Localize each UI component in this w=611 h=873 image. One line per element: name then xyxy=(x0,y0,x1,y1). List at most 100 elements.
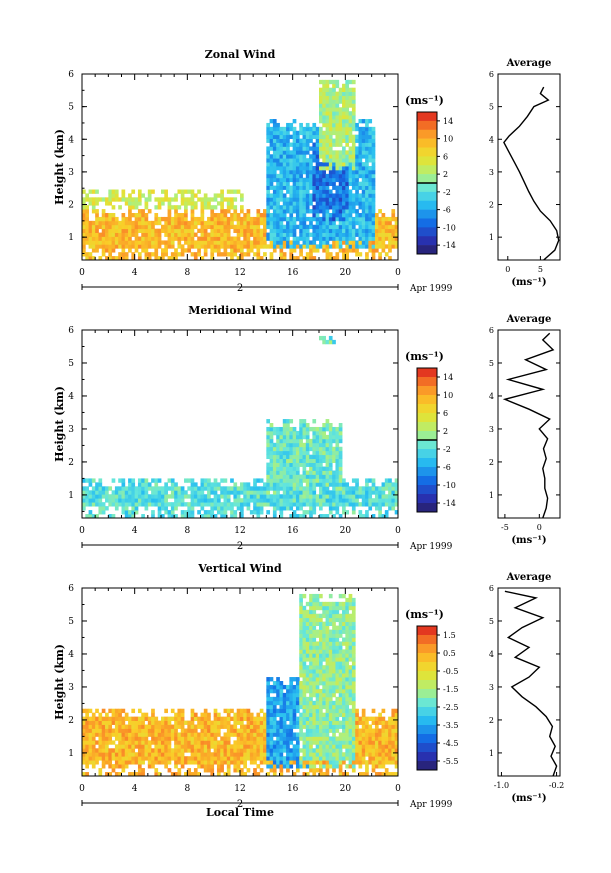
x-tick-label: 4 xyxy=(132,784,138,794)
colorbar-segment xyxy=(417,680,437,690)
panel-title: Meridional Wind xyxy=(188,304,292,317)
x-tick-label: 4 xyxy=(132,526,138,536)
colorbar-segment xyxy=(417,245,437,255)
profile-xlabel: (ms⁻¹) xyxy=(511,535,546,546)
profile-title: Average xyxy=(506,58,552,69)
profile-frame xyxy=(497,329,561,519)
colorbar-label: -6 xyxy=(443,206,451,215)
heatmap xyxy=(82,335,399,519)
colorbar-units: (ms⁻¹) xyxy=(405,608,444,621)
profile-y-label: 4 xyxy=(489,135,494,144)
colorbar-segment xyxy=(417,431,437,441)
colorbar-label: 10 xyxy=(443,391,453,400)
y-tick-label: 6 xyxy=(68,584,74,594)
profile-x-label: 5 xyxy=(538,265,543,274)
profile-x-label: 0 xyxy=(537,523,542,532)
average-profile: Average 1 2 3 4 5 6 -5 0 (ms⁻¹) xyxy=(489,314,561,546)
profile-y-label: 3 xyxy=(489,425,494,434)
colorbar-segment xyxy=(417,156,437,166)
colorbar-segment xyxy=(417,422,437,432)
y-tick-label: 5 xyxy=(68,359,74,369)
colorbar-segment xyxy=(417,734,437,744)
colorbar-segment xyxy=(417,413,437,423)
x-tick-label: 12 xyxy=(234,784,245,794)
colorbar-segment xyxy=(417,138,437,148)
profile-line xyxy=(502,332,555,519)
colorbar-label: 10 xyxy=(443,135,453,144)
x-tick-label: 4 xyxy=(132,268,138,278)
y-tick-label: 5 xyxy=(68,103,74,113)
day-label: 2 xyxy=(237,541,243,552)
colorbar-segment xyxy=(417,467,437,477)
profile-y-label: 2 xyxy=(489,458,494,467)
x-tick-label: 8 xyxy=(184,784,190,794)
colorbar-label: -14 xyxy=(443,499,456,508)
day-label: 2 xyxy=(237,283,243,294)
x-tick-label: 0 xyxy=(79,268,85,278)
date-label: Apr 1999 xyxy=(409,284,453,294)
colorbar-segment xyxy=(417,174,437,184)
profile-y-label: 6 xyxy=(489,326,494,335)
colorbar-label: 0.5 xyxy=(443,649,456,658)
colorbar-segment xyxy=(417,635,437,645)
colorbar-units: (ms⁻¹) xyxy=(405,94,444,107)
colorbar-label: -3.5 xyxy=(443,721,458,730)
y-tick-label: 3 xyxy=(68,425,74,435)
colorbar-segment xyxy=(417,725,437,735)
colorbar-segment xyxy=(417,449,437,459)
colorbar-segment xyxy=(417,183,437,193)
colorbar-segment xyxy=(417,227,437,237)
x-tick-label: 0 xyxy=(79,784,85,794)
colorbar-units: (ms⁻¹) xyxy=(405,350,444,363)
y-axis-label: Height (km) xyxy=(53,644,66,720)
colorbar-label: -4.5 xyxy=(443,739,458,748)
colorbar-segment xyxy=(417,494,437,504)
heatmap xyxy=(82,593,399,777)
profile-y-label: 4 xyxy=(489,650,494,659)
y-tick-label: 4 xyxy=(68,650,74,660)
colorbar-segment xyxy=(417,707,437,717)
colorbar-segment xyxy=(417,689,437,699)
colorbar-segment xyxy=(417,386,437,396)
y-axis-label: Height (km) xyxy=(53,386,66,462)
profile-frame xyxy=(497,73,561,261)
panel-title: Zonal Wind xyxy=(205,48,276,61)
profile-y-label: 1 xyxy=(489,233,494,242)
y-tick-label: 2 xyxy=(68,458,74,468)
profile-y-label: 2 xyxy=(489,201,494,210)
profile-y-label: 5 xyxy=(489,359,494,368)
colorbar-label: 6 xyxy=(443,409,448,418)
colorbar-label: 2 xyxy=(443,170,448,179)
profile-x-label: -1.0 xyxy=(494,781,509,790)
profile-y-label: 4 xyxy=(489,392,494,401)
y-tick-label: 3 xyxy=(68,168,74,178)
colorbar-segment xyxy=(417,112,437,122)
colorbar-label: 6 xyxy=(443,152,448,161)
colorbar-segment xyxy=(417,120,437,131)
x-tick-label: 16 xyxy=(287,526,299,536)
colorbar-segment xyxy=(417,644,437,654)
average-profile: Average 1 2 3 4 5 6 -1.0 -0.2(ms⁻¹) xyxy=(489,572,564,804)
colorbar-segment xyxy=(417,761,437,771)
heatmap xyxy=(82,79,399,261)
colorbar-segment xyxy=(417,626,437,636)
profile-title: Average xyxy=(506,314,552,325)
profile-y-label: 5 xyxy=(489,103,494,112)
profile-x-label: -0.2 xyxy=(549,781,564,790)
profile-x-label: 0 xyxy=(505,265,510,274)
profile-y-label: 2 xyxy=(489,716,494,725)
profile-y-label: 3 xyxy=(489,168,494,177)
y-tick-label: 4 xyxy=(68,392,74,402)
profile-y-label: 6 xyxy=(489,584,494,593)
x-tick-label: 0 xyxy=(395,268,401,278)
colorbar-label: 1.5 xyxy=(443,631,456,640)
profile-title: Average xyxy=(506,572,552,583)
x-tick-label: 12 xyxy=(234,268,245,278)
colorbar-label: -6 xyxy=(443,463,451,472)
colorbar-segment xyxy=(417,200,437,210)
profile-line xyxy=(503,86,560,261)
x-tick-label: 12 xyxy=(234,526,245,536)
colorbar-segment xyxy=(417,147,437,157)
colorbar-label: -2.5 xyxy=(443,703,458,712)
